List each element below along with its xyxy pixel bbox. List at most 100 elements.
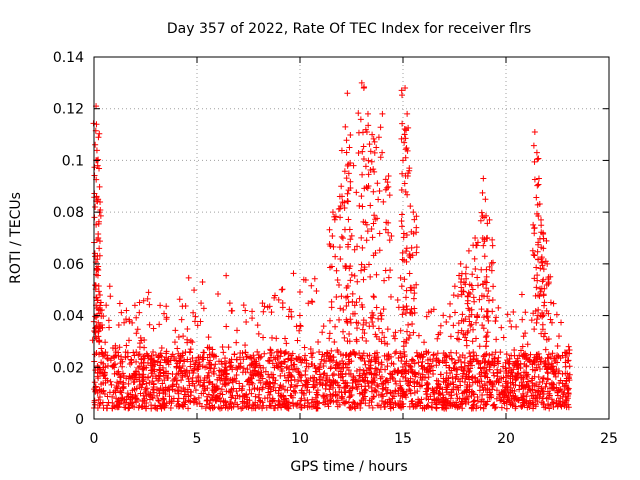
data-point <box>358 301 365 308</box>
data-point <box>489 236 496 243</box>
data-point <box>149 387 156 394</box>
data-point <box>333 294 340 301</box>
data-point <box>303 363 310 370</box>
data-point <box>146 301 153 308</box>
data-point <box>538 216 545 223</box>
data-point <box>379 329 386 336</box>
data-point <box>301 402 308 409</box>
data-point <box>459 311 466 318</box>
data-point <box>239 385 246 392</box>
data-point <box>406 270 413 277</box>
data-point <box>270 384 277 391</box>
data-point <box>444 382 451 389</box>
data-point <box>250 372 257 379</box>
data-point <box>341 226 348 233</box>
data-point <box>243 394 250 401</box>
data-point <box>486 379 493 386</box>
data-point <box>190 309 197 316</box>
data-point <box>440 394 447 401</box>
data-point <box>468 311 475 318</box>
data-point <box>376 230 383 237</box>
data-point <box>131 302 138 309</box>
data-point <box>474 398 481 405</box>
data-point <box>293 365 300 372</box>
data-point <box>158 345 165 352</box>
data-point <box>407 366 414 373</box>
data-point <box>363 337 370 344</box>
data-point <box>89 337 96 344</box>
data-point <box>344 90 351 97</box>
data-point <box>382 176 389 183</box>
data-point <box>186 382 193 389</box>
data-point <box>323 349 330 356</box>
data-point <box>138 403 145 410</box>
data-point <box>400 388 407 395</box>
data-point <box>504 357 511 364</box>
data-point <box>458 358 465 365</box>
data-point <box>484 398 491 405</box>
data-point <box>411 290 418 297</box>
data-point <box>370 293 377 300</box>
data-point <box>97 324 104 331</box>
data-point <box>100 404 107 411</box>
data-point <box>115 322 122 329</box>
data-point <box>552 358 559 365</box>
data-point <box>347 350 354 357</box>
data-point <box>255 394 262 401</box>
data-point <box>410 295 417 302</box>
data-point <box>520 393 527 400</box>
data-point <box>328 347 335 354</box>
data-point <box>482 334 489 341</box>
data-point <box>362 163 369 170</box>
data-point <box>266 383 273 390</box>
data-point <box>200 354 207 361</box>
data-point <box>249 368 256 375</box>
data-point <box>554 343 561 350</box>
data-point <box>540 395 547 402</box>
data-point <box>233 378 240 385</box>
data-point <box>206 361 213 368</box>
data-point <box>411 389 418 396</box>
data-point <box>468 362 475 369</box>
data-point <box>486 352 493 359</box>
data-point <box>337 205 344 212</box>
data-point <box>454 395 461 402</box>
data-point <box>481 253 488 260</box>
data-point <box>447 333 454 340</box>
data-point <box>360 276 367 283</box>
data-point <box>189 339 196 346</box>
data-point <box>478 266 485 273</box>
data-point <box>284 374 291 381</box>
data-point <box>371 350 378 357</box>
data-point <box>233 356 240 363</box>
data-point <box>334 397 341 404</box>
data-point <box>296 357 303 364</box>
data-point <box>535 373 542 380</box>
data-point <box>204 374 211 381</box>
data-point <box>474 282 481 289</box>
data-point <box>551 370 558 377</box>
data-point <box>95 319 102 326</box>
data-point <box>319 377 326 384</box>
data-point <box>459 405 466 412</box>
data-point <box>133 314 140 321</box>
data-point <box>178 316 185 323</box>
data-point <box>445 375 452 382</box>
data-point <box>138 384 145 391</box>
data-point <box>533 319 540 326</box>
data-point <box>136 299 143 306</box>
data-point <box>465 328 472 335</box>
data-point <box>184 336 191 343</box>
data-point <box>359 203 366 210</box>
data-point <box>520 376 527 383</box>
data-point <box>124 390 131 397</box>
data-point <box>435 358 442 365</box>
data-point <box>391 350 398 357</box>
data-point <box>553 311 560 318</box>
data-point <box>252 393 259 400</box>
data-point <box>361 357 368 364</box>
data-point <box>267 346 274 353</box>
data-point <box>185 274 192 281</box>
data-point <box>399 311 406 318</box>
data-point <box>409 356 416 363</box>
